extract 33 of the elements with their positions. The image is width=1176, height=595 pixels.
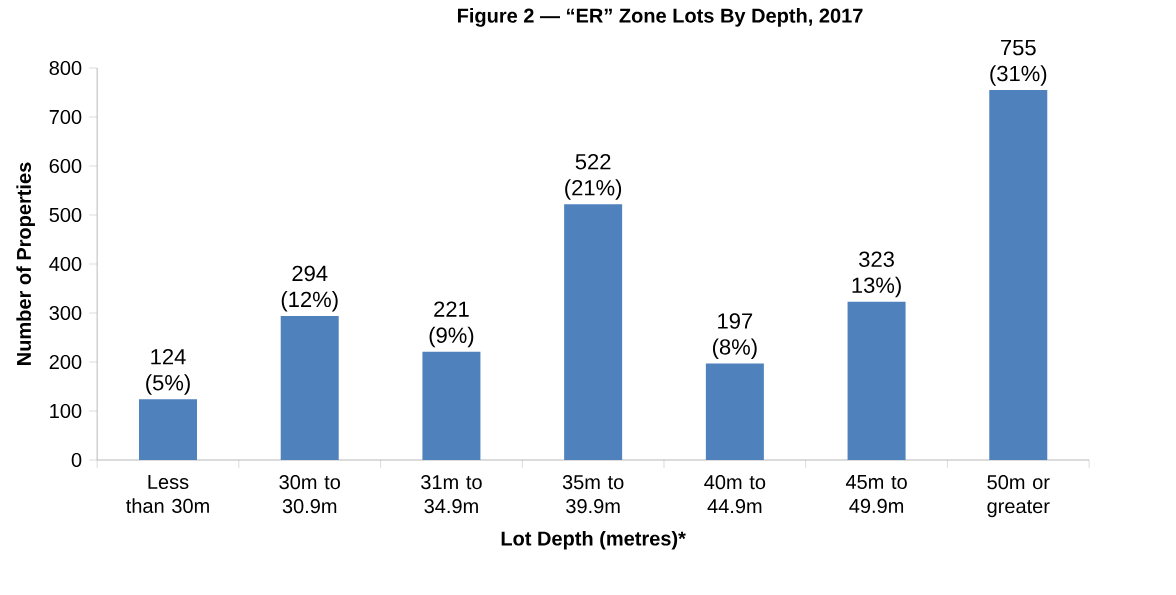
bar [705,363,764,460]
bar [280,315,339,460]
x-axis-title: Lot Depth (metres)* [501,530,686,550]
chart-title: Figure 2 — “ER” Zone Lots By Depth, 2017 [457,8,863,27]
y-tick-label: 100 [50,403,82,419]
data-label: 323 13%) [852,251,901,298]
y-tick-label: 700 [49,109,82,125]
x-tick-label: 30m to 30.9m [279,475,340,514]
data-label: 221 (9%) [429,301,474,348]
y-tick-label: 600 [49,158,82,174]
bar [564,204,623,460]
y-tick-label: 400 [49,256,82,272]
y-tick-label: 800 [49,60,82,76]
bar [422,351,481,460]
y-tick-label: 300 [49,305,82,321]
data-label: 124 (5%) [146,348,190,395]
bar [139,399,198,460]
bar [847,301,906,460]
bar [989,90,1048,460]
y-tick-label: 200 [49,354,82,370]
x-tick-label: 31m to 34.9m [421,475,482,514]
x-tick-label: 40m to 44.9m [704,475,766,514]
data-label: 755 (31%) [990,39,1047,86]
x-tick-label: 35m to 39.9m [562,475,624,514]
y-axis-title: Number of Properties [16,162,35,365]
data-label: 294 (12%) [281,265,338,312]
y-tick-label: 500 [49,207,82,223]
x-tick-label: 50m or greater [987,475,1050,518]
x-tick-label: 45m to 49.9m [845,475,907,514]
x-tick-label: Less than 30m [126,475,209,514]
data-label: 522 (21%) [565,153,622,200]
data-label: 197 (8%) [712,313,757,360]
y-tick-label: 0 [71,452,82,468]
